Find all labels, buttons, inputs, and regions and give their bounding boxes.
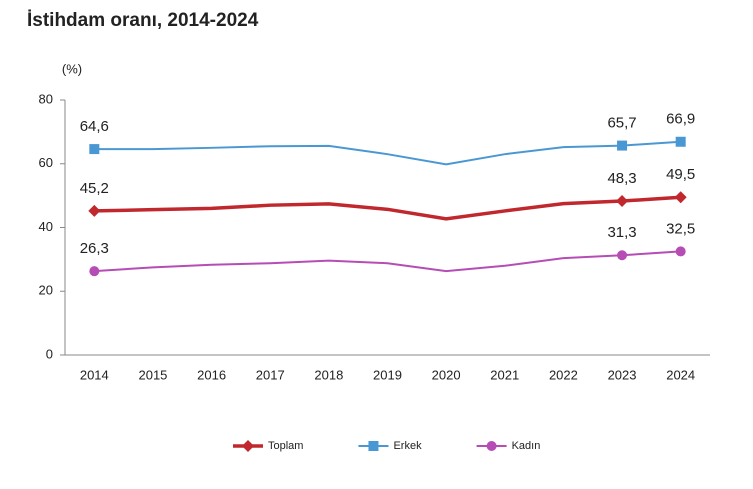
y-axis-label: (%) (62, 61, 82, 76)
data-label: 31,3 (607, 224, 636, 241)
legend-label: Kadın (512, 440, 541, 452)
series-line (94, 195, 681, 221)
legend-marker (368, 441, 379, 451)
x-tick-label: 2022 (549, 367, 578, 382)
data-point (89, 266, 100, 277)
data-point (675, 136, 686, 147)
data-label: 66,9 (666, 111, 695, 128)
series-line (94, 140, 681, 166)
data-point (674, 191, 687, 204)
x-tick-label: 2019 (373, 367, 402, 382)
data-label: 64,6 (80, 118, 109, 135)
x-tick-label: 2021 (490, 367, 519, 382)
data-label: 49,5 (666, 166, 695, 183)
y-tick-label: 80 (39, 91, 53, 106)
y-tick-label: 40 (39, 219, 53, 234)
legend-label: Erkek (393, 440, 422, 452)
data-point (616, 195, 629, 208)
series-line (94, 250, 681, 273)
y-tick-label: 60 (39, 155, 53, 170)
legend-marker (486, 441, 497, 451)
x-tick-label: 2014 (80, 367, 109, 382)
data-point (617, 140, 628, 151)
data-label: 45,2 (80, 180, 109, 197)
data-label: 26,3 (80, 240, 109, 257)
data-label: 48,3 (607, 170, 636, 187)
x-tick-label: 2018 (314, 367, 343, 382)
data-label: 65,7 (607, 115, 636, 132)
legend-marker (242, 440, 254, 452)
chart-title: İstihdam oranı, 2014-2024 (27, 10, 259, 31)
data-label: 32,5 (666, 220, 695, 237)
data-point (617, 250, 628, 261)
data-point (88, 204, 101, 217)
x-tick-label: 2023 (608, 367, 637, 382)
x-tick-label: 2015 (138, 367, 167, 382)
legend-label: Toplam (268, 440, 303, 452)
y-tick-label: 0 (46, 346, 53, 361)
x-tick-label: 2016 (197, 367, 226, 382)
y-tick-label: 20 (39, 283, 53, 298)
x-tick-label: 2024 (666, 367, 695, 382)
x-tick-label: 2020 (432, 367, 461, 382)
data-point (89, 144, 100, 155)
data-point (675, 246, 686, 257)
x-tick-label: 2017 (256, 367, 285, 382)
